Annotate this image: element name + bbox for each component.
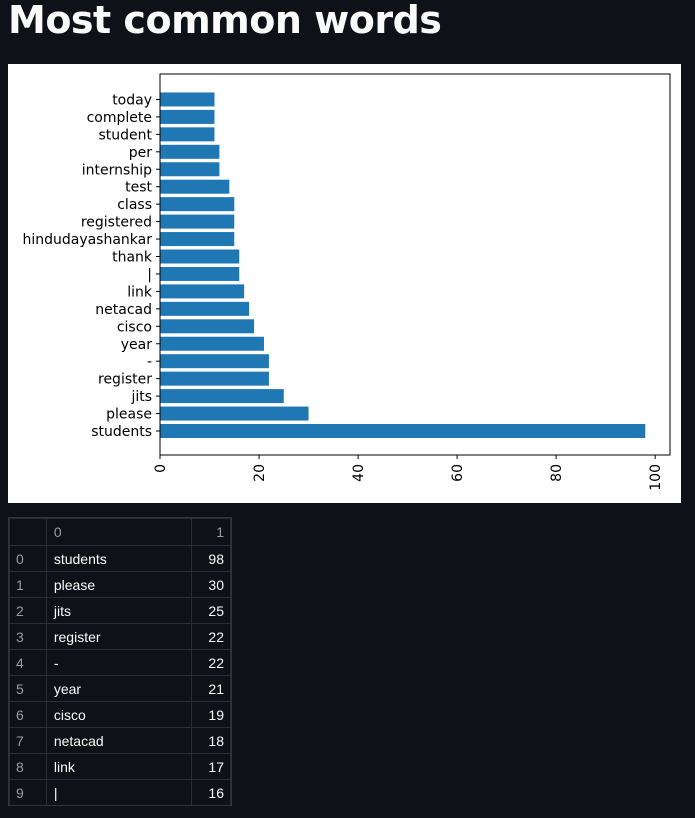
y-tick-label-16: per <box>129 145 153 161</box>
word-count-table[interactable]: 0 1 0 students 98 1 please 30 2 jits 25 3 register… <box>8 517 232 806</box>
x-tick-label-5: 100 <box>648 464 664 491</box>
bar-18 <box>160 109 215 124</box>
count-cell[interactable]: 25 <box>191 597 231 624</box>
y-tick-label-3: register <box>98 372 152 388</box>
bar-chart: students please jits register - year cisco neta… <box>8 64 681 503</box>
row-index: 0 <box>9 545 47 572</box>
table-row[interactable]: 1 please 30 <box>9 571 231 598</box>
word-cell[interactable]: year <box>45 675 193 702</box>
bar-12 <box>160 214 235 229</box>
bar-6 <box>160 319 255 334</box>
row-index: 8 <box>9 753 47 780</box>
row-index: 4 <box>9 649 47 676</box>
axes-frame <box>159 73 671 456</box>
table-header-row: 0 1 <box>9 518 231 546</box>
index-column-header <box>9 518 47 546</box>
table-row[interactable]: 5 year 21 <box>9 675 231 702</box>
bar-17 <box>160 127 215 142</box>
column-header-0[interactable]: 0 <box>45 518 193 546</box>
row-index: 5 <box>9 675 47 702</box>
bar-2 <box>160 389 284 404</box>
count-cell[interactable]: 19 <box>191 701 231 728</box>
x-tick-label-4: 80 <box>549 464 565 482</box>
row-index: 6 <box>9 701 47 728</box>
bar-19 <box>160 92 215 107</box>
word-cell[interactable]: jits <box>45 597 193 624</box>
row-index: 2 <box>9 597 47 624</box>
count-cell[interactable]: 18 <box>191 727 231 754</box>
y-tick-label-6: cisco <box>117 319 152 335</box>
bar-3 <box>160 371 269 386</box>
bar-9 <box>160 266 240 281</box>
y-tick-label-12: registered <box>81 215 152 231</box>
y-tick-label-14: test <box>125 180 152 196</box>
x-tick-label-2: 40 <box>351 464 367 482</box>
bar-4 <box>160 354 269 369</box>
row-index: 3 <box>9 623 47 650</box>
word-cell[interactable]: | <box>45 779 193 805</box>
count-cell[interactable]: 22 <box>191 623 231 650</box>
row-index: 7 <box>9 727 47 754</box>
y-tick-label-2: jits <box>130 389 152 405</box>
word-cell[interactable]: netacad <box>45 727 193 754</box>
count-cell[interactable]: 98 <box>191 545 231 572</box>
table-row[interactable]: 9 | 16 <box>9 779 231 805</box>
word-cell[interactable]: register <box>45 623 193 650</box>
y-tick-label-9: | <box>147 267 152 283</box>
bar-11 <box>160 232 235 247</box>
bar-7 <box>160 301 250 316</box>
y-tick-label-11: hindudayashankar <box>22 232 152 248</box>
x-tick-label-0: 0 <box>153 464 169 473</box>
y-tick-label-18: complete <box>87 110 152 126</box>
y-tick-label-7: netacad <box>95 302 152 318</box>
count-cell[interactable]: 16 <box>191 779 231 805</box>
x-tick-label-3: 60 <box>450 464 466 482</box>
row-index: 1 <box>9 571 47 598</box>
table-row[interactable]: 6 cisco 19 <box>9 701 231 728</box>
bar-8 <box>160 284 245 299</box>
word-cell[interactable]: - <box>45 649 193 676</box>
bar-16 <box>160 144 220 159</box>
table-row[interactable]: 2 jits 25 <box>9 597 231 624</box>
page-title: Most common words <box>8 0 442 42</box>
bar-0 <box>160 424 646 438</box>
table-row[interactable]: 3 register 22 <box>9 623 231 650</box>
y-tick-label-1: please <box>106 407 152 423</box>
y-tick-label-5: year <box>121 337 152 353</box>
y-tick-label-15: internship <box>82 162 152 178</box>
count-cell[interactable]: 17 <box>191 753 231 780</box>
bar-1 <box>160 406 309 421</box>
y-tick-label-8: link <box>127 284 153 300</box>
bar-5 <box>160 336 264 351</box>
word-cell[interactable]: cisco <box>45 701 193 728</box>
y-tick-label-10: thank <box>112 250 153 266</box>
count-cell[interactable]: 22 <box>191 649 231 676</box>
y-tick-label-13: class <box>117 197 152 213</box>
y-tick-label-0: students <box>91 424 152 440</box>
word-cell[interactable]: link <box>45 753 193 780</box>
y-tick-label-17: student <box>98 127 152 143</box>
word-cell[interactable]: students <box>45 545 193 572</box>
table-row[interactable]: 8 link 17 <box>9 753 231 780</box>
y-tick-label-4: - <box>147 354 152 370</box>
bar-15 <box>160 162 220 177</box>
table-row[interactable]: 4-22 <box>9 649 231 676</box>
bar-14 <box>160 179 230 194</box>
row-index: 9 <box>9 779 47 805</box>
y-tick-label-19: today <box>112 92 152 108</box>
dataframe: 0 1 0 students 98 1 please 30 2 jits 25 3 register… <box>9 518 231 805</box>
x-tick-label-1: 20 <box>252 464 268 482</box>
bar-13 <box>160 197 235 212</box>
word-cell[interactable]: please <box>45 571 193 598</box>
count-cell[interactable]: 21 <box>191 675 231 702</box>
column-header-1[interactable]: 1 <box>191 518 231 546</box>
bar-10 <box>160 249 240 264</box>
table-row[interactable]: 7 netacad 18 <box>9 727 231 754</box>
table-row[interactable]: 0 students 98 <box>9 545 231 572</box>
count-cell[interactable]: 30 <box>191 571 231 598</box>
